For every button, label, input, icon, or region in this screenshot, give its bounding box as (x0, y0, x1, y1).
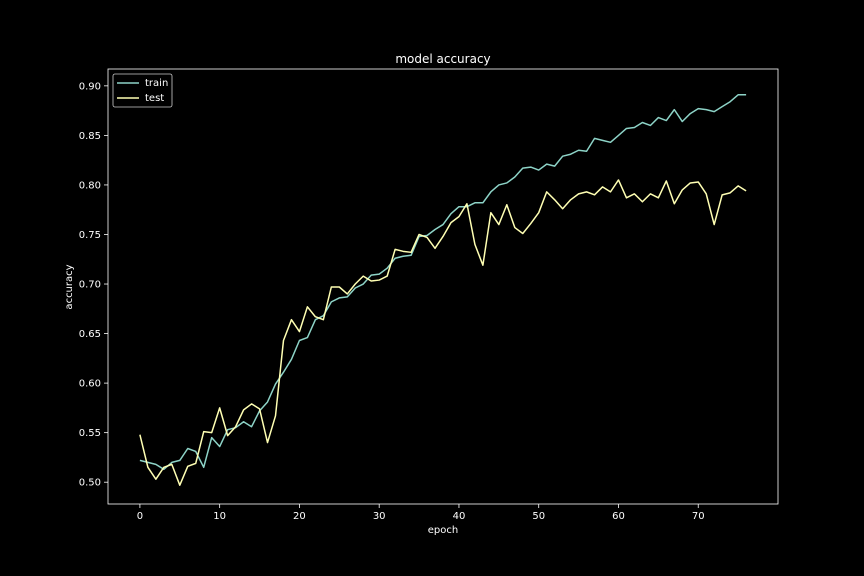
series-line-train (139, 94, 747, 471)
legend-label-test: test (145, 93, 164, 104)
y-tick-label: 0.50 (79, 478, 101, 489)
y-tick-label: 0.75 (79, 230, 101, 241)
x-tick-label: 70 (692, 511, 705, 522)
y-tick-label: 0.85 (79, 131, 101, 142)
y-tick-label: 0.65 (79, 329, 101, 340)
series-layer (139, 94, 747, 486)
legend-label-train: train (145, 78, 168, 89)
x-axis-ticks: 0 10 20 30 40 50 60 70 (137, 504, 705, 522)
y-axis-label: accuracy (64, 264, 75, 309)
plot-area: 0 10 20 30 40 50 60 70 0.50 0.55 0.60 0.65 0.70 0.75… (79, 68, 779, 522)
y-tick-label: 0.70 (79, 280, 101, 291)
series-line-test (139, 179, 747, 486)
x-tick-label: 0 (137, 511, 143, 522)
y-tick-label: 0.80 (79, 180, 101, 191)
x-tick-label: 40 (453, 511, 466, 522)
y-tick-label: 0.60 (79, 379, 101, 390)
x-axis-label: epoch (428, 525, 458, 536)
x-tick-label: 30 (373, 511, 386, 522)
y-tick-label: 0.55 (79, 428, 101, 439)
x-tick-label: 20 (293, 511, 306, 522)
x-tick-label: 60 (612, 511, 625, 522)
x-tick-label: 50 (532, 511, 545, 522)
legend: train test (112, 73, 173, 108)
plot-frame (107, 68, 779, 505)
y-tick-label: 0.90 (79, 81, 101, 92)
x-tick-label: 10 (213, 511, 226, 522)
y-axis-ticks: 0.50 0.55 0.60 0.65 0.70 0.75 0.80 0.85 0.90 (79, 81, 108, 489)
chart-title: model accuracy (395, 52, 490, 66)
